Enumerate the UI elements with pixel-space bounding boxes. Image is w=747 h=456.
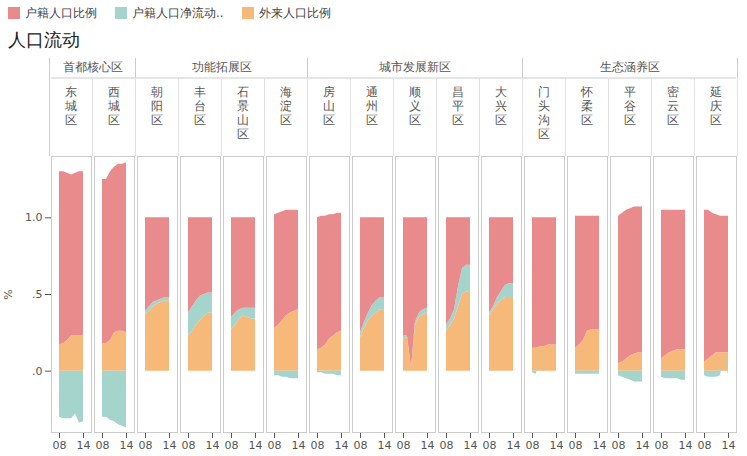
svg-text:生态涵养区: 生态涵养区 <box>600 60 660 74</box>
html-text:户籍人口比例: 户籍人口比例 <box>25 5 97 20</box>
svg-text:14: 14 <box>636 439 650 452</box>
svg-text:.0: .0 <box>32 365 43 378</box>
svg-text:城市发展新区: 城市发展新区 <box>378 60 451 74</box>
svg-text:通州区: 通州区 <box>366 85 378 127</box>
svg-text:08: 08 <box>53 439 67 452</box>
svg-text:08: 08 <box>440 439 454 452</box>
svg-text:08: 08 <box>311 439 325 452</box>
svg-text:大兴区: 大兴区 <box>495 85 507 127</box>
svg-text:14: 14 <box>206 439 220 452</box>
svg-text:1.0: 1.0 <box>25 211 43 224</box>
svg-text:14: 14 <box>679 439 693 452</box>
svg-text:14: 14 <box>464 439 478 452</box>
svg-text:08: 08 <box>268 439 282 452</box>
svg-text:首都核心区: 首都核心区 <box>63 60 123 74</box>
svg-text:08: 08 <box>354 439 368 452</box>
svg-text:14: 14 <box>120 439 134 452</box>
svg-text:14: 14 <box>335 439 349 452</box>
svg-text:功能拓展区: 功能拓展区 <box>192 60 252 74</box>
svg-text:平谷区: 平谷区 <box>624 85 636 127</box>
svg-text:14: 14 <box>163 439 177 452</box>
svg-text:.5: .5 <box>32 288 43 301</box>
svg-text:密云区: 密云区 <box>667 85 679 127</box>
svg-text:08: 08 <box>96 439 110 452</box>
svg-text:08: 08 <box>139 439 153 452</box>
svg-text:14: 14 <box>421 439 435 452</box>
svg-text:14: 14 <box>550 439 564 452</box>
svg-text:08: 08 <box>612 439 626 452</box>
svg-text:08: 08 <box>397 439 411 452</box>
svg-text:14: 14 <box>722 439 736 452</box>
svg-text:14: 14 <box>249 439 263 452</box>
svg-text:14: 14 <box>292 439 306 452</box>
svg-text:08: 08 <box>655 439 669 452</box>
svg-text:海淀区: 海淀区 <box>280 85 292 127</box>
svg-text:丰台区: 丰台区 <box>194 85 206 127</box>
svg-text:顺义区: 顺义区 <box>409 85 421 127</box>
svg-text:14: 14 <box>77 439 91 452</box>
svg-text:朝阳区: 朝阳区 <box>151 85 163 127</box>
svg-text:怀柔区: 怀柔区 <box>580 85 593 127</box>
svg-text:门头沟区: 门头沟区 <box>538 85 550 141</box>
svg-text:房山区: 房山区 <box>323 85 335 127</box>
svg-text:西城区: 西城区 <box>107 85 120 127</box>
html-text:人口流动: 人口流动 <box>8 29 80 50</box>
html-text:外来人口比例: 外来人口比例 <box>258 5 331 20</box>
svg-text:延庆区: 延庆区 <box>709 85 722 127</box>
svg-text:14: 14 <box>507 439 521 452</box>
svg-text:14: 14 <box>593 439 607 452</box>
svg-text:东城区: 东城区 <box>64 85 77 127</box>
svg-text:石景山区: 石景山区 <box>237 85 249 141</box>
svg-text:昌平区: 昌平区 <box>452 85 464 127</box>
html-text:户籍人口净流动..: 户籍人口净流动.. <box>132 5 224 20</box>
svg-text:08: 08 <box>182 439 196 452</box>
svg-text:08: 08 <box>569 439 583 452</box>
svg-text:08: 08 <box>483 439 497 452</box>
svg-text:08: 08 <box>225 439 239 452</box>
svg-text:08: 08 <box>526 439 540 452</box>
svg-text:08: 08 <box>698 439 712 452</box>
svg-text:%: % <box>2 289 15 299</box>
svg-text:14: 14 <box>378 439 392 452</box>
